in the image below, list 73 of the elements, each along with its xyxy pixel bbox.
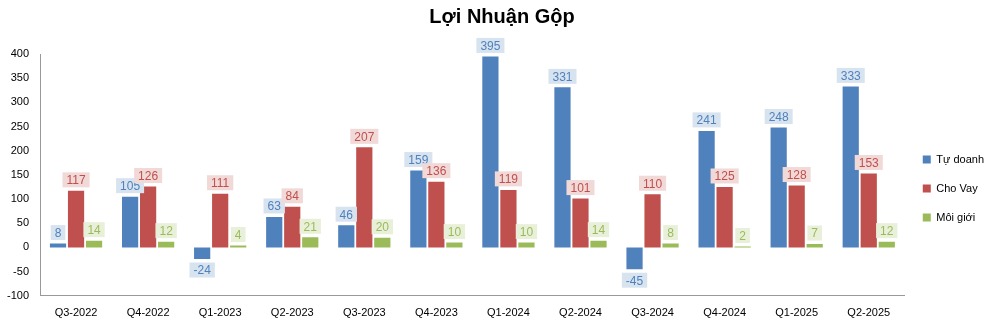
bar [842,86,859,248]
y-tick-label: -100 [6,288,30,301]
data-label: 331 [552,69,573,84]
x-tick-label: Q2-2024 [559,306,602,319]
data-label: 119 [498,172,519,187]
data-label: 20 [375,220,390,235]
data-label: 111 [211,176,230,191]
data-label: 7 [811,226,819,241]
x-tick-label: Q1-2024 [487,306,530,319]
data-label: 128 [786,167,808,182]
data-label: 333 [840,68,862,83]
x-tick-label: Q3-2024 [631,306,674,319]
data-label: 125 [714,169,735,184]
data-label: 14 [591,222,606,237]
bar [770,127,787,248]
data-label: 8 [54,225,62,240]
data-label: 117 [66,173,86,188]
data-label: 21 [303,219,318,234]
data-label: 10 [447,224,462,239]
data-label: 14 [87,222,102,237]
data-label: 395 [480,38,501,53]
bar [140,186,157,248]
x-tick-label: Q3-2023 [342,306,386,319]
bar [410,170,427,248]
x-tick-label: Q2-2025 [847,306,891,319]
data-label: 4 [234,227,242,242]
data-label: 12 [880,223,894,238]
y-tick-label: 300 [10,95,30,108]
data-label: 153 [858,155,880,170]
bar [302,237,319,248]
y-tick-label: 100 [10,192,30,205]
y-tick-label: 150 [10,167,30,180]
y-tick-label: 250 [10,119,30,132]
data-label: 84 [285,189,300,204]
bar [338,225,355,248]
legend-label: Cho Vay [936,181,979,194]
chart-title: Lợi Nhuận Gộp [428,4,576,29]
x-tick-label: Q1-2025 [775,306,819,319]
bar [554,87,571,248]
y-tick-label: 400 [10,47,30,60]
x-tick-label: Q1-2023 [198,306,242,319]
data-label: 110 [642,176,663,191]
x-tick-label: Q2-2023 [270,306,314,319]
legend-label: Môi giới [936,210,976,223]
x-tick-label: Q4-2023 [414,306,458,319]
data-label: 126 [138,168,159,183]
bar [860,173,877,248]
x-tick-label: Q4-2022 [126,306,170,319]
y-tick-label: -50 [13,264,30,277]
data-label: -24 [193,263,212,278]
data-label: 12 [159,223,174,238]
data-label: 136 [426,163,447,178]
data-label: 2 [739,228,747,243]
data-label: 46 [339,207,354,222]
data-label: 207 [354,129,375,144]
data-label: 10 [519,224,534,239]
data-label: 101 [570,180,591,195]
y-tick-label: 0 [22,240,30,253]
y-tick-label: 350 [10,71,30,84]
data-label: 63 [267,199,282,214]
x-tick-label: Q4-2024 [703,306,747,319]
y-tick-label: 50 [16,216,30,229]
data-label: 159 [408,152,429,167]
bar [644,194,661,248]
x-tick-label: Q3-2022 [54,306,98,319]
legend-label: Tự doanh [936,152,985,165]
data-label: 241 [696,113,717,128]
bar [356,147,373,248]
y-tick-label: 200 [10,143,30,156]
data-label: -45 [625,273,644,288]
data-label: 248 [768,109,789,124]
bar [482,56,499,248]
data-label: 8 [667,225,675,240]
